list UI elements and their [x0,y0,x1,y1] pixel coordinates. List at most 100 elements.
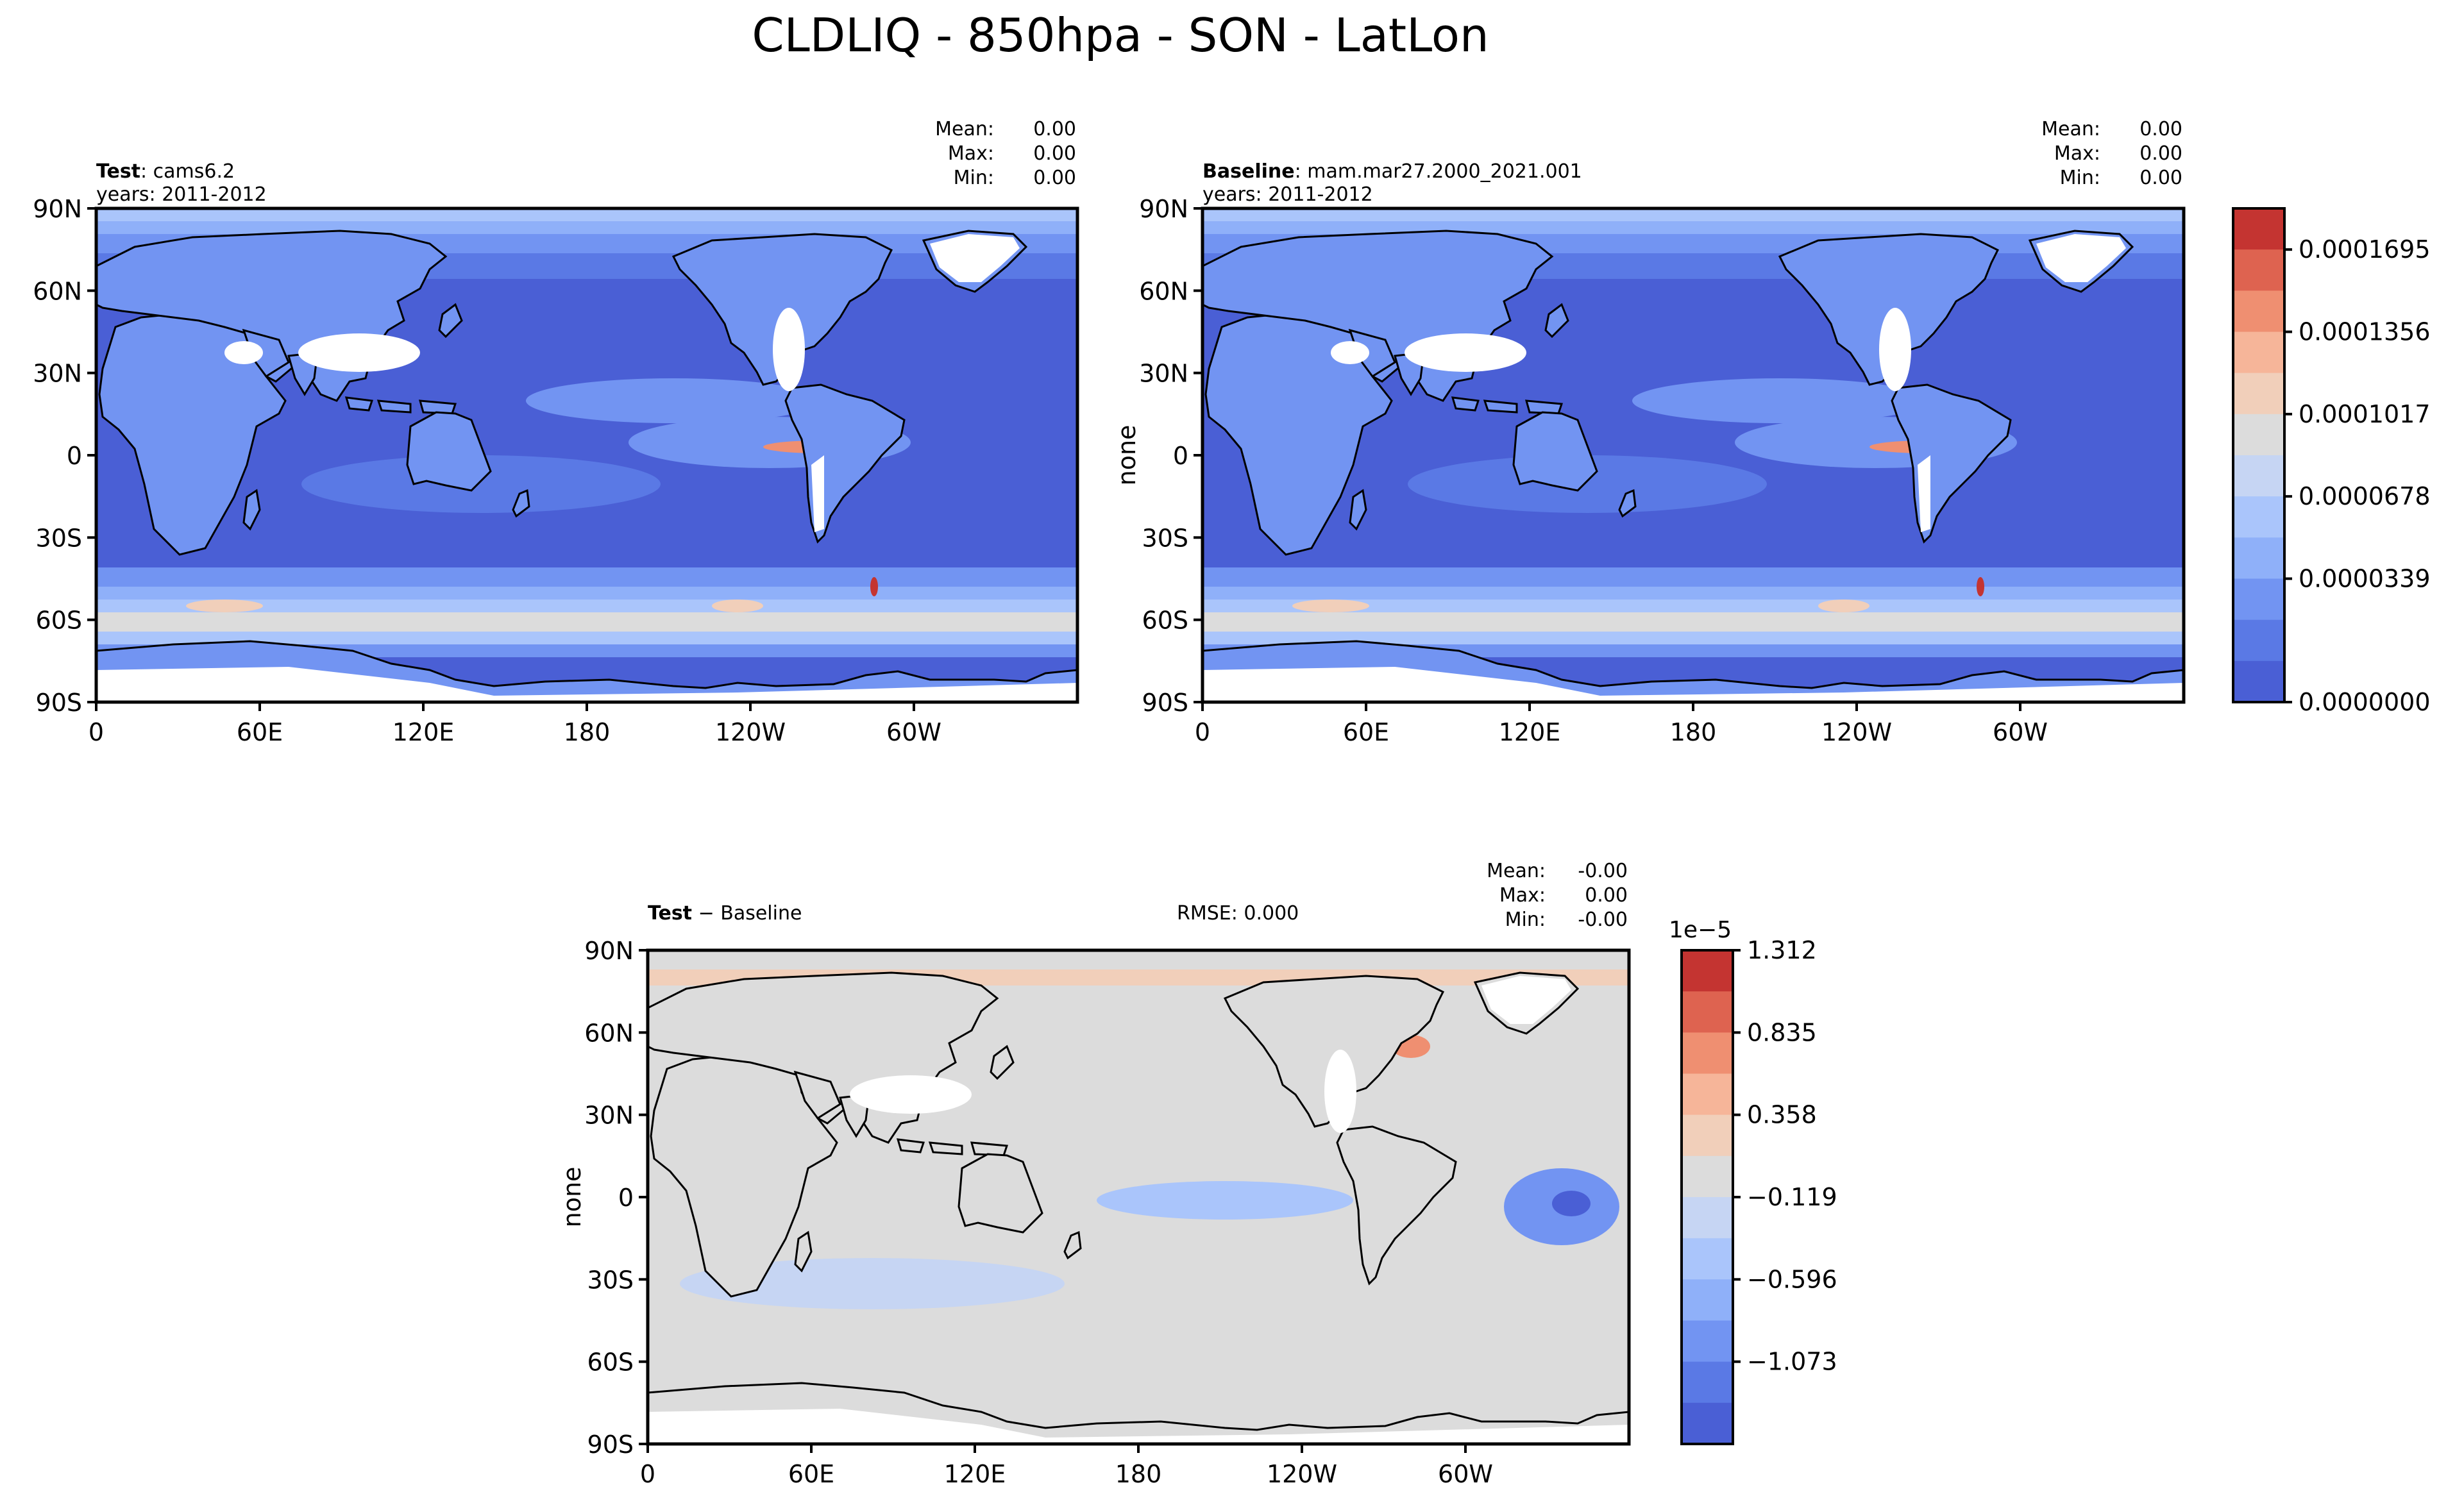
colorbar-tick-label: −0.119 [1747,1183,1837,1211]
colorbar-segment [2233,373,2284,415]
lon-tick-label: 180 [1670,718,1717,746]
lon-tick-label: 0 [640,1460,655,1488]
lat-tick-label: 60S [1142,607,1188,635]
lon-tick-label: 60E [237,718,283,746]
baseline-years: years: 2011-2012 [1202,183,1373,206]
lon-tick-label: 60E [1343,718,1389,746]
colorbar-tick-label: 0.0000339 [2299,565,2431,593]
lat-tick-label: 0 [67,442,82,470]
lon-tick-label: 120E [944,1460,1006,1488]
colorbar-segment [1682,1073,1733,1116]
colorbar-segment [1682,991,1733,1033]
colorbar-segment [1682,1320,1733,1363]
colorbar-tick-label: 0.0001356 [2299,318,2431,346]
colorbar-segment [2233,660,2284,703]
lat-tick-label: 90S [1142,689,1188,717]
colorbar-tick-label: 0.0001695 [2299,235,2431,264]
colorbar-tick-label: 0.835 [1747,1018,1817,1046]
colorbar-segment [2233,331,2284,374]
lon-tick-label: 120W [715,718,786,746]
stat-name: Min: [2060,167,2100,189]
rmse-label: RMSE: 0.000 [1177,902,1299,925]
colorbar-tick-label: 0.0001017 [2299,400,2431,428]
figure-title: CLDLIQ - 850hpa - SON - LatLon [752,8,1489,62]
colorbar-tick-label: 0.358 [1747,1101,1817,1129]
stat-value: 0.00 [2139,167,2182,189]
stat-value: 0.00 [2139,142,2182,165]
stat-name: Max: [2054,142,2100,165]
stat-name: Mean: [2041,118,2100,140]
stat-name: Min: [954,167,994,189]
lon-tick-label: 0 [89,718,104,746]
lat-tick-label: 30N [33,360,82,388]
lon-tick-label: 120E [392,718,455,746]
lat-tick-label: 90S [587,1430,634,1459]
lat-tick-label: 30N [584,1102,634,1130]
baseline-label: Baseline: mam.mar27.2000_2021.001 [1202,160,1582,183]
stat-name: Mean: [1487,860,1546,882]
colorbar-tick-label: −1.073 [1747,1348,1837,1376]
test-map [96,208,1077,702]
lat-tick-label: 0 [1173,442,1188,470]
colorbar-segment [1682,950,1733,992]
lat-tick-label: 90S [36,689,82,717]
diff-colorbar: 1.312 0.835 0.358 −0.119 −0.596 −1.073 1e−5 [1669,917,1837,1445]
y-axis-label: none [558,1167,586,1228]
colorbar-segment [1682,1032,1733,1074]
lat-tick-label: 0 [618,1184,634,1212]
lat-tick-label: 60N [1139,277,1188,305]
colorbar-tick-label: 1.312 [1747,936,1817,964]
lon-tick-label: 60W [886,718,941,746]
stat-name: Max: [1499,884,1546,907]
colorbar-exponent: 1e−5 [1669,917,1732,943]
stat-name: Min: [1505,909,1546,931]
lon-tick-label: 180 [564,718,611,746]
colorbar-tick-label: 0.0000678 [2299,482,2431,510]
lat-tick-label: 30N [1139,360,1188,388]
colorbar-segment [1682,1402,1733,1445]
colorbar-segment [2233,496,2284,538]
colorbar-segment [2233,249,2284,291]
stat-name: Mean: [935,118,994,140]
colorbar-segment [2233,208,2284,250]
colorbar-segment [2233,414,2284,456]
colorbar-segment [1682,1114,1733,1157]
stat-value: -0.00 [1578,860,1628,882]
stat-value: 0.00 [2139,118,2182,140]
diff-map [648,950,1629,1444]
colorbar-segment [1682,1279,1733,1321]
lon-tick-label: 60W [1438,1460,1493,1488]
colorbar-segment [1682,1361,1733,1404]
stat-value: 0.00 [1585,884,1628,907]
colorbar-segment [2233,455,2284,497]
test-label: Test: cams6.2 [96,160,235,183]
lon-tick-label: 0 [1195,718,1210,746]
lat-tick-label: 30S [1142,524,1188,552]
lat-tick-label: 60N [33,277,82,305]
baseline-map [1202,208,2184,702]
lat-tick-label: 60N [584,1019,634,1047]
lat-tick-label: 60S [587,1348,634,1377]
stat-value: 0.00 [1033,167,1076,189]
colorbar-segment [1682,1155,1733,1198]
colorbar-segment [2233,537,2284,579]
stat-value: 0.00 [1033,142,1076,165]
lat-tick-label: 60S [36,607,82,635]
colorbar-tick-label: 0.0000000 [2299,688,2431,716]
lat-tick-label: 90N [33,195,82,223]
lat-tick-label: 90N [1139,195,1188,223]
lon-tick-label: 60E [788,1460,834,1488]
test-years: years: 2011-2012 [96,183,267,206]
stat-value: 0.00 [1033,118,1076,140]
lon-tick-label: 180 [1115,1460,1162,1488]
colorbar-segment [2233,619,2284,662]
lon-tick-label: 120W [1267,1460,1337,1488]
lat-tick-label: 30S [36,524,82,552]
main-colorbar: 0.0001695 0.0001356 0.0001017 0.0000678 0.00… [2232,207,2431,716]
colorbar-tick-label: −0.596 [1747,1265,1837,1293]
lon-tick-label: 120W [1821,718,1892,746]
